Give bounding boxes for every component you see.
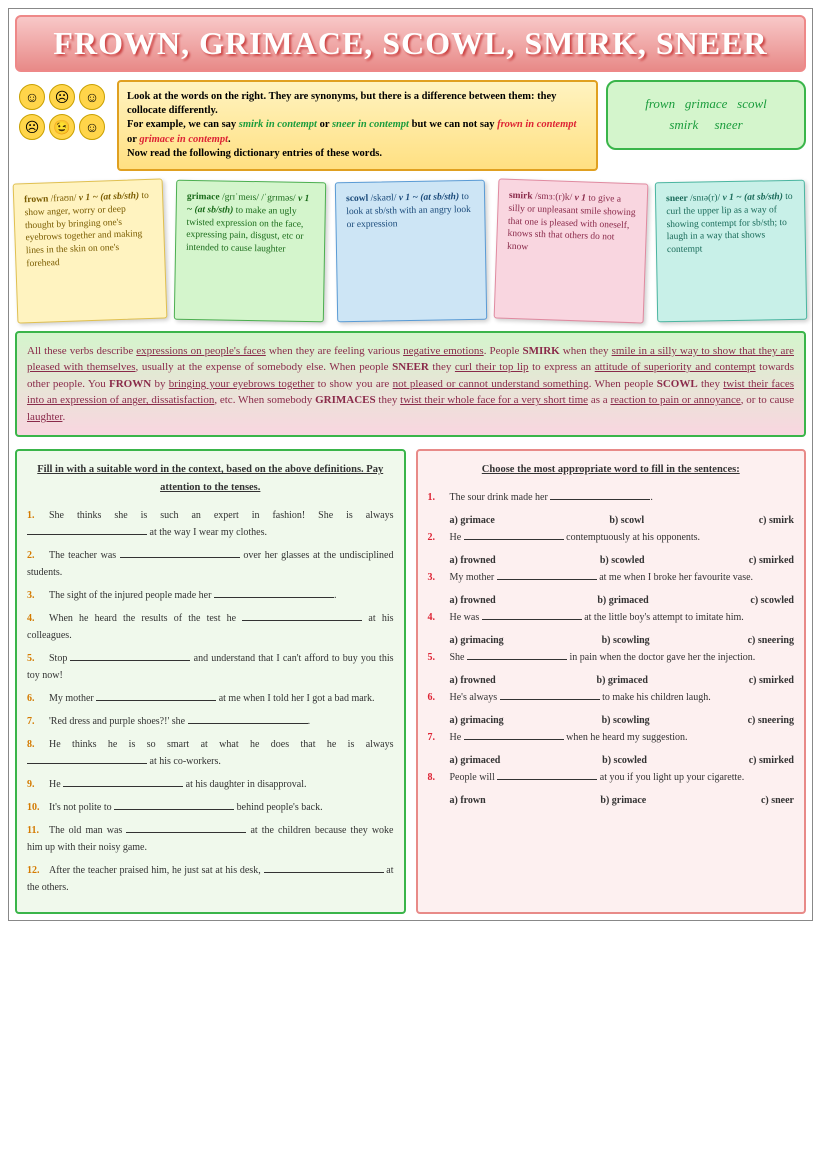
card-sneer: sneer /snɪə(r)/ v 1 ~ (at sb/sth) to cur… (655, 180, 807, 323)
emoji-sad-icon: ☹ (49, 84, 75, 110)
ex1-item: 4.When he heard the results of the test … (27, 610, 394, 644)
ex2-question: 1.The sour drink made her . (428, 489, 795, 506)
ex2-head: Choose the most appropriate word to fill… (428, 461, 795, 479)
page-title: FROWN, GRIMACE, SCOWL, SMIRK, SNEER (25, 25, 796, 62)
description-box: All these verbs describe expressions on … (15, 331, 806, 438)
ex1-item: 5.Stop and understand that I can't affor… (27, 650, 394, 684)
ex2-options: a) grimacingb) scowlingc) sneering (428, 632, 795, 649)
card-scowl: scowl /skaʊl/ v 1 ~ (at sb/sth) to look … (334, 180, 486, 323)
ex1-item: 1.She thinks she is such an expert in fa… (27, 507, 394, 541)
ex2-options: a) frownedb) grimacedc) scowled (428, 592, 795, 609)
ex2-question: 7.He when he heard my suggestion. (428, 729, 795, 746)
emoji-smile-icon: ☺ (79, 84, 105, 110)
ex2-options: a) frownb) grimacec) sneer (428, 792, 795, 809)
ex1-item: 8.He thinks he is so smart at what he do… (27, 736, 394, 770)
ex2-question: 5.She in pain when the doctor gave her t… (428, 649, 795, 666)
ex1-item: 6.My mother at me when I told her I got … (27, 690, 394, 707)
ex2-options: a) frownedb) scowledc) smirked (428, 552, 795, 569)
intro-line2: For example, we can say smirk in contemp… (127, 118, 588, 146)
intro-box: Look at the words on the right. They are… (117, 80, 598, 171)
exercise-fill-in: Fill in with a suitable word in the cont… (15, 449, 406, 914)
word-box: frown grimace scowl smirk sneer (606, 80, 806, 150)
ex2-question: 4.He was at the little boy's attempt to … (428, 609, 795, 626)
intro-line1: Look at the words on the right. They are… (127, 91, 556, 116)
ex2-options: a) frownedb) grimacedc) smirked (428, 672, 795, 689)
emoji-grin-icon: ☺ (79, 114, 105, 140)
intro-row: ☺ ☹ ☺ ☹ 😉 ☺ Look at the words on the rig… (15, 80, 806, 171)
intro-line3: Now read the following dictionary entrie… (127, 148, 382, 159)
ex1-item: 12.After the teacher praised him, he jus… (27, 862, 394, 896)
title-bar: FROWN, GRIMACE, SCOWL, SMIRK, SNEER (15, 15, 806, 72)
ex1-item: 10.It's not polite to behind people's ba… (27, 799, 394, 816)
ex2-question: 2.He contemptuously at his opponents. (428, 529, 795, 546)
ex1-item: 7.'Red dress and purple shoes?!' she . (27, 713, 394, 730)
exercises-row: Fill in with a suitable word in the cont… (15, 449, 806, 914)
ex2-question: 8.People will at you if you light up you… (428, 769, 795, 786)
ex1-item: 11.The old man was at the children becau… (27, 822, 394, 856)
exercise-choose: Choose the most appropriate word to fill… (416, 449, 807, 914)
emoji-grid: ☺ ☹ ☺ ☹ 😉 ☺ (15, 80, 109, 144)
ex2-options: a) grimacedb) scowledc) smirked (428, 752, 795, 769)
ex1-head: Fill in with a suitable word in the cont… (27, 461, 394, 497)
worksheet-page: FROWN, GRIMACE, SCOWL, SMIRK, SNEER ☺ ☹ … (8, 8, 813, 921)
ex2-question: 3.My mother at me when I broke her favou… (428, 569, 795, 586)
emoji-smile-icon: ☺ (19, 84, 45, 110)
card-frown: frown /fraʊn/ v 1 ~ (at sb/sth) to show … (13, 178, 168, 323)
ex2-options: a) grimacingb) scowlingc) sneering (428, 712, 795, 729)
ex1-item: 2.The teacher was over her glasses at th… (27, 547, 394, 581)
card-smirk: smirk /smɜː(r)k/ v 1 to give a silly or … (493, 178, 648, 323)
ex1-item: 3.The sight of the injured people made h… (27, 587, 394, 604)
dictionary-cards: frown /fraʊn/ v 1 ~ (at sb/sth) to show … (15, 181, 806, 321)
ex2-question: 6.He's always to make his children laugh… (428, 689, 795, 706)
ex2-options: a) grimaceb) scowlc) smirk (428, 512, 795, 529)
card-grimace: grimace /grɪˈmeɪs/ /ˈgrɪməs/ v 1 ~ (at s… (174, 180, 326, 323)
ex1-item: 9.He at his daughter in disapproval. (27, 776, 394, 793)
emoji-wink-icon: 😉 (49, 114, 75, 140)
emoji-sad-icon: ☹ (19, 114, 45, 140)
